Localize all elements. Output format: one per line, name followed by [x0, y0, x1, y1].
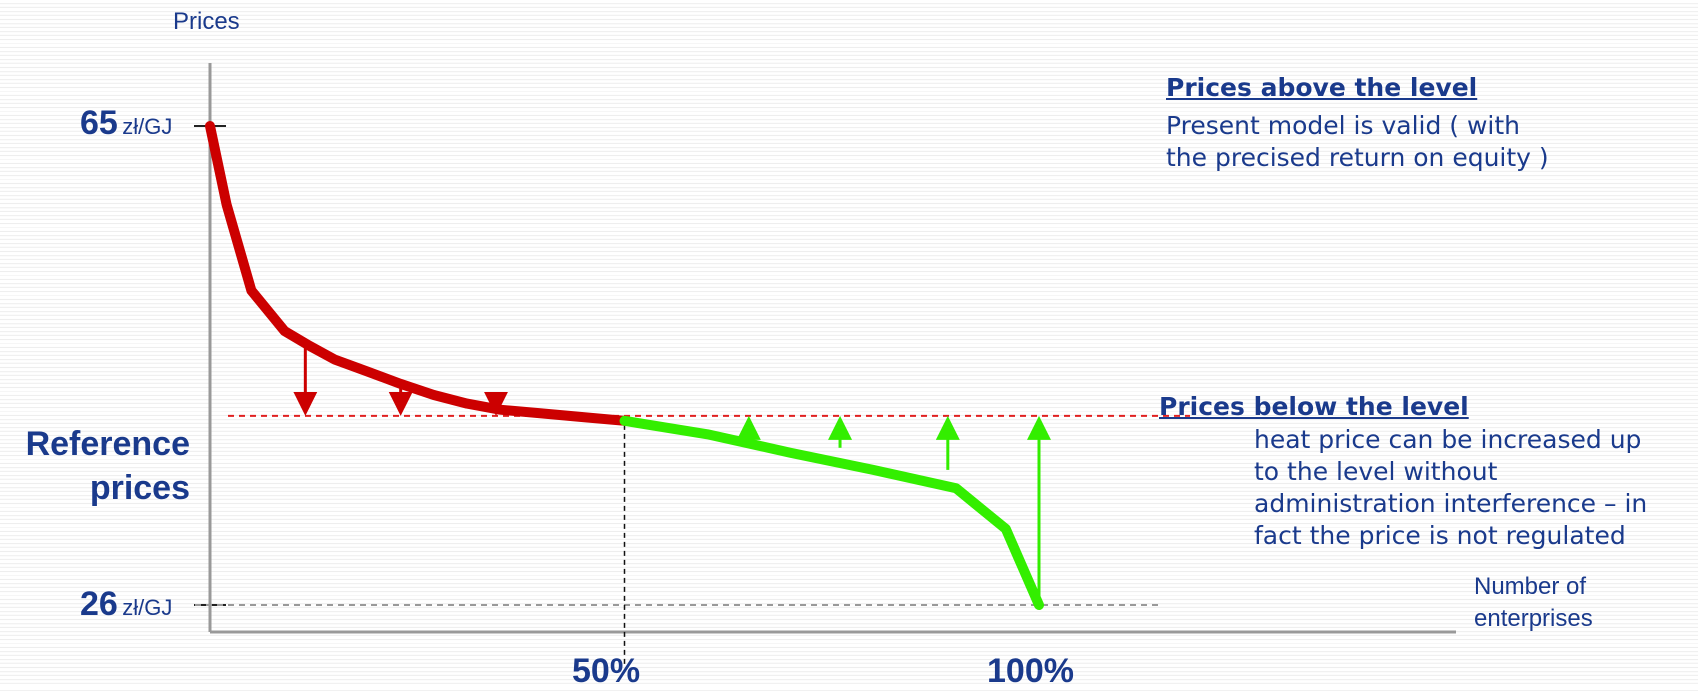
y-tick-65-unit: zł/GJ	[122, 114, 173, 139]
y-tick-26: 26 zł/GJ	[80, 585, 172, 624]
series-line-0	[205, 121, 630, 426]
note-above-title: Prices above the level	[1166, 73, 1478, 102]
note-below-body: heat price can be increased up to the le…	[1254, 424, 1647, 552]
reference-label-line-2: prices	[89, 469, 190, 507]
y-axis-label: Prices	[173, 8, 240, 35]
note-below-line-2: to the level without	[1254, 457, 1498, 486]
reference-label-line-1: Reference	[25, 425, 190, 463]
y-tick-26-value: 26	[80, 585, 118, 623]
y-tick-65: 65 zł/GJ	[80, 104, 172, 143]
x-tick-50: 50%	[572, 652, 641, 690]
x-axis-caption-line-2: enterprises	[1474, 605, 1593, 632]
note-below-line-1: heat price can be increased up	[1254, 425, 1642, 454]
note-above-line-2: the precised return on equity )	[1166, 143, 1549, 172]
note-below-title: Prices below the level	[1159, 392, 1469, 421]
series-line-1	[619, 415, 1044, 610]
reference-prices-label: Reference prices	[26, 422, 190, 510]
note-above: Prices above the level Present model is …	[1166, 73, 1549, 174]
x-tick-100: 100%	[987, 652, 1074, 690]
note-above-line-1: Present model is valid ( with	[1166, 111, 1521, 140]
x-axis-caption: Number of enterprises	[1474, 571, 1593, 635]
note-below-line-3: administration interference – in	[1254, 489, 1648, 518]
y-tick-65-value: 65	[80, 104, 118, 142]
y-tick-26-unit: zł/GJ	[122, 595, 173, 620]
note-below-line-4: fact the price is not regulated	[1254, 521, 1626, 550]
x-axis-caption-line-1: Number of	[1474, 573, 1587, 600]
